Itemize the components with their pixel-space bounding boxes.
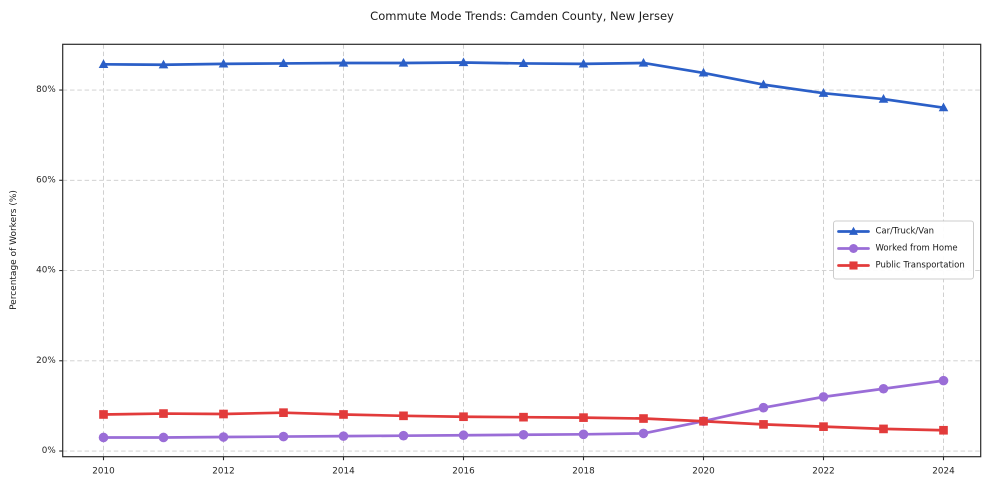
marker-worked-from-home-2013 <box>278 431 289 442</box>
marker-public-transportation-2021 <box>759 420 768 429</box>
marker-public-transportation-2010 <box>99 410 108 419</box>
marker-public-transportation-2011 <box>159 409 168 418</box>
marker-public-transportation-2019 <box>639 414 648 423</box>
marker-public-transportation-2018 <box>579 413 588 422</box>
x-tick-label-2014: 2014 <box>332 467 355 477</box>
x-tick-label-2020: 2020 <box>692 467 715 477</box>
series-line-car-truck-van <box>102 61 945 109</box>
marker-worked-from-home-2021 <box>758 402 769 413</box>
marker-public-transportation-2020 <box>699 416 708 426</box>
marker-worked-from-home-2011 <box>158 432 169 443</box>
legend-label-car-truck-van: Car/Truck/Van <box>876 227 935 237</box>
marker-worked-from-home-2015 <box>398 430 409 441</box>
x-tick-label-2024: 2024 <box>932 467 955 477</box>
marker-worked-from-home-2016 <box>458 430 469 441</box>
plot-border <box>62 43 982 458</box>
marker-car-truck-van-2018 <box>578 58 589 68</box>
marker-worked-from-home-2014 <box>338 431 349 441</box>
series-line-worked-from-home <box>102 379 945 439</box>
legend-label-public-transportation: Public Transportation <box>876 261 965 271</box>
marker-car-truck-van-2012 <box>218 58 229 68</box>
legend-marker-public-transportation <box>849 261 858 270</box>
marker-car-truck-van-2019 <box>638 57 649 67</box>
marker-public-transportation-2024 <box>939 425 948 435</box>
marker-public-transportation-2017 <box>519 412 528 422</box>
x-tick-label-2022: 2022 <box>812 467 834 477</box>
legend-marker-worked-from-home <box>849 244 858 253</box>
marker-worked-from-home-2024 <box>938 375 949 386</box>
marker-worked-from-home-2018 <box>578 429 589 440</box>
marker-car-truck-van-2017 <box>518 58 529 68</box>
marker-worked-from-home-2010 <box>98 432 109 443</box>
marker-worked-from-home-2019 <box>638 428 649 439</box>
legend-marker-car-truck-van <box>849 226 858 235</box>
marker-car-truck-van-2022 <box>818 88 829 97</box>
marker-car-truck-van-2011 <box>158 59 169 69</box>
marker-car-truck-van-2021 <box>758 79 769 89</box>
y-tick-label-20: 20% <box>36 356 56 366</box>
legend-label-worked-from-home: Worked from Home <box>876 244 958 254</box>
marker-worked-from-home-2017 <box>518 429 529 440</box>
marker-car-truck-van-2020 <box>698 67 709 77</box>
chart-title: Commute Mode Trends: Camden County, New … <box>370 9 674 23</box>
marker-worked-from-home-2012 <box>218 432 229 442</box>
x-tick-label-2018: 2018 <box>572 467 594 477</box>
marker-public-transportation-2022 <box>819 422 828 431</box>
marker-worked-from-home-2022 <box>818 392 829 402</box>
x-tick-label-2016: 2016 <box>452 467 475 477</box>
marker-public-transportation-2015 <box>399 411 408 421</box>
marker-car-truck-van-2016 <box>458 57 469 67</box>
marker-public-transportation-2014 <box>339 410 348 419</box>
marker-car-truck-van-2024 <box>938 102 949 112</box>
y-tick-label-0: 0% <box>42 446 56 456</box>
marker-public-transportation-2012 <box>219 409 228 419</box>
y-tick-label-60: 60% <box>36 175 56 185</box>
marker-car-truck-van-2015 <box>398 57 409 67</box>
marker-car-truck-van-2010 <box>98 59 109 68</box>
x-tick-label-2012: 2012 <box>212 467 234 477</box>
y-tick-label-40: 40% <box>36 266 56 276</box>
marker-public-transportation-2023 <box>879 424 888 434</box>
x-tick-label-2010: 2010 <box>92 467 115 477</box>
y-tick-label-80: 80% <box>36 85 56 95</box>
marker-car-truck-van-2013 <box>278 58 289 68</box>
marker-worked-from-home-2023 <box>878 383 889 394</box>
marker-car-truck-van-2023 <box>878 94 889 103</box>
marker-car-truck-van-2014 <box>338 57 349 67</box>
marker-public-transportation-2016 <box>459 412 468 422</box>
marker-public-transportation-2013 <box>279 408 288 417</box>
